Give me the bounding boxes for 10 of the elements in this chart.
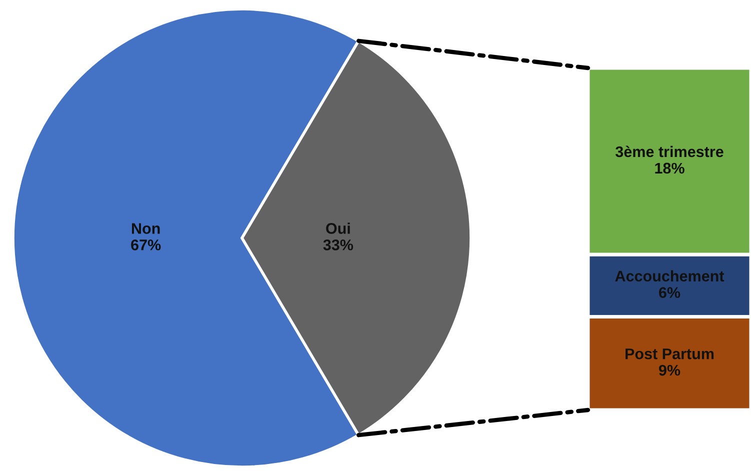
series-label: Accouchement bbox=[615, 270, 724, 282]
slice-label: Non bbox=[132, 223, 160, 234]
series-label: Post Partum bbox=[626, 348, 714, 360]
series-label: 3ème trimestre bbox=[616, 146, 724, 158]
data-label: 67% bbox=[131, 240, 161, 250]
data-label: 18% bbox=[655, 162, 684, 174]
data-label: 33% bbox=[323, 240, 354, 250]
data-label: 6% bbox=[659, 287, 680, 298]
slice-label: Oui bbox=[326, 222, 350, 234]
data-label: 9% bbox=[658, 364, 680, 376]
